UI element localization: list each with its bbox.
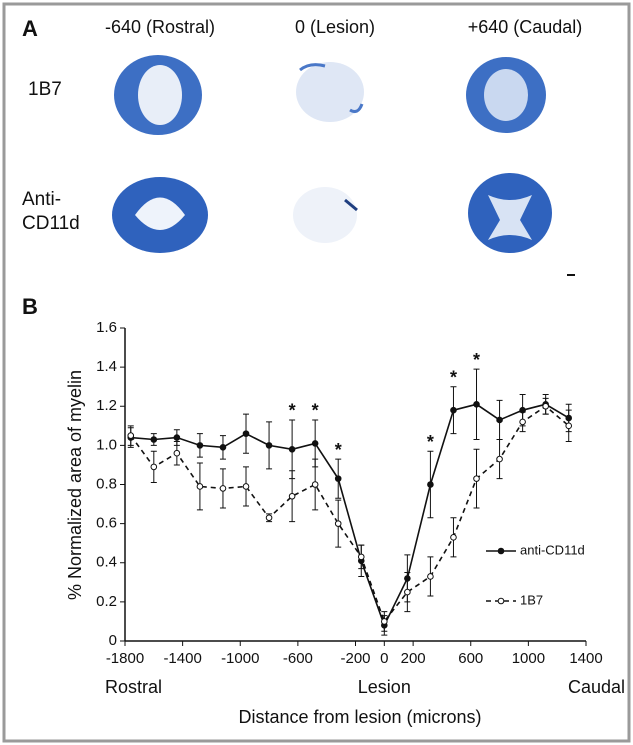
significance-mark: *	[335, 440, 342, 460]
significance-mark: *	[450, 367, 457, 387]
marker	[311, 481, 319, 488]
x-axis-label: Distance from lesion (microns)	[238, 707, 481, 727]
marker	[242, 430, 250, 437]
tissue-images	[112, 55, 575, 276]
section-image	[296, 62, 364, 122]
y-tick-label: 1.4	[96, 358, 117, 375]
x-annotation: Caudal	[568, 677, 625, 697]
marker	[334, 520, 342, 527]
y-tick-label: 0	[109, 632, 117, 649]
x-annotation: Lesion	[358, 677, 411, 697]
marker	[196, 442, 204, 449]
column-label: +640 (Caudal)	[468, 17, 583, 37]
marker	[519, 418, 526, 426]
marker	[219, 485, 227, 492]
row-label: Anti-CD11d	[22, 189, 80, 234]
y-tick-label: 0.6	[96, 515, 117, 532]
legend-label: 1B7	[520, 592, 543, 607]
legend-marker	[497, 547, 505, 555]
y-tick-label: 0.4	[96, 554, 117, 571]
section-image	[299, 63, 364, 113]
marker	[496, 455, 503, 463]
x-tick-label: 1000	[512, 650, 545, 667]
x-tick-label: -1800	[106, 650, 144, 667]
marker	[150, 436, 158, 443]
legend-label: anti-CD11d	[520, 542, 585, 557]
marker	[173, 434, 181, 441]
marker	[565, 422, 573, 430]
y-tick-label: 0.8	[96, 475, 117, 492]
marker	[381, 618, 388, 625]
significance-mark: *	[473, 350, 480, 370]
marker	[450, 406, 457, 414]
y-tick-label: 0.2	[96, 593, 117, 610]
marker	[265, 514, 273, 522]
section-image	[293, 187, 357, 243]
marker	[265, 442, 273, 449]
marker	[219, 444, 227, 451]
row-label: 1B7	[28, 79, 62, 100]
y-axis-label: % Normalized area of myelin	[65, 370, 85, 600]
x-tick-label: -1400	[163, 650, 201, 667]
marker	[288, 492, 296, 500]
marker	[196, 483, 204, 490]
section-image	[138, 65, 182, 125]
x-tick-label: -200	[340, 650, 370, 667]
marker	[496, 416, 503, 424]
marker	[357, 553, 365, 561]
marker	[542, 402, 549, 410]
section-image	[484, 69, 528, 121]
marker	[127, 432, 135, 439]
marker	[450, 534, 457, 541]
panel-label: B	[22, 294, 38, 319]
x-tick-label: 600	[458, 650, 483, 667]
x-tick-label: -1000	[221, 650, 259, 667]
marker	[404, 588, 411, 596]
column-label: -640 (Rostral)	[105, 17, 215, 37]
series-line	[130, 403, 570, 628]
panel-label: A	[22, 16, 38, 41]
marker	[311, 440, 319, 447]
section-image	[135, 197, 185, 230]
y-tick-label: 1.6	[96, 319, 117, 336]
significance-mark: *	[427, 432, 434, 452]
x-tick-label: 200	[401, 650, 426, 667]
series-line	[130, 405, 570, 624]
marker	[473, 400, 480, 408]
x-tick-label: -600	[283, 650, 313, 667]
y-tick-label: 1.2	[96, 397, 117, 414]
marker	[150, 463, 158, 471]
marker	[288, 445, 296, 453]
x-tick-label: 1400	[569, 650, 602, 667]
significance-mark: *	[289, 401, 296, 421]
marker	[173, 449, 181, 457]
marker	[334, 475, 342, 482]
x-annotation: Rostral	[105, 677, 162, 697]
section-image	[488, 195, 532, 240]
marker	[473, 475, 480, 482]
marker	[427, 573, 434, 580]
significance-mark: *	[312, 401, 319, 421]
legend-marker	[497, 597, 505, 605]
column-label: 0 (Lesion)	[295, 17, 375, 37]
y-tick-label: 1.0	[96, 436, 117, 453]
marker	[427, 481, 434, 488]
marker	[242, 483, 250, 490]
x-tick-label: 0	[380, 650, 388, 667]
section-image	[344, 198, 358, 212]
